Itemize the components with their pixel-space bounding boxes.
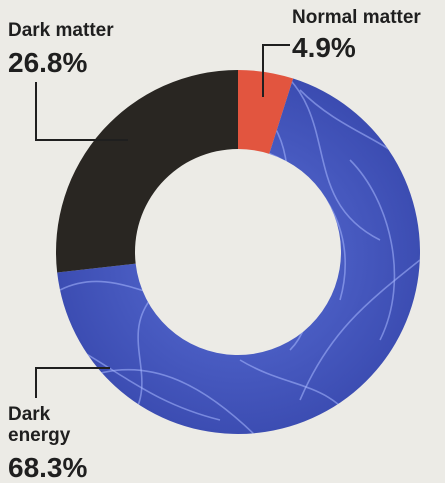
value-dark-energy: 68.3% xyxy=(8,452,87,483)
leader-line-normal-matter xyxy=(262,44,290,97)
slice-dark-energy xyxy=(57,78,420,435)
leader-lines xyxy=(35,44,290,398)
label-dark-matter: Dark matter xyxy=(8,20,114,41)
slice-dark-matter xyxy=(56,70,238,273)
leader-line-dark-matter xyxy=(35,82,128,141)
label-normal-matter: Normal matter xyxy=(292,7,421,28)
leader-line-dark-energy xyxy=(35,367,110,398)
value-dark-matter: 26.8% xyxy=(8,47,87,78)
label-dark-energy-line-1: Dark xyxy=(8,404,51,425)
label-dark-energy-line-2: energy xyxy=(8,425,71,446)
slice-normal-matter xyxy=(238,70,294,154)
donut-slices xyxy=(56,70,420,435)
value-normal-matter: 4.9% xyxy=(292,32,356,63)
